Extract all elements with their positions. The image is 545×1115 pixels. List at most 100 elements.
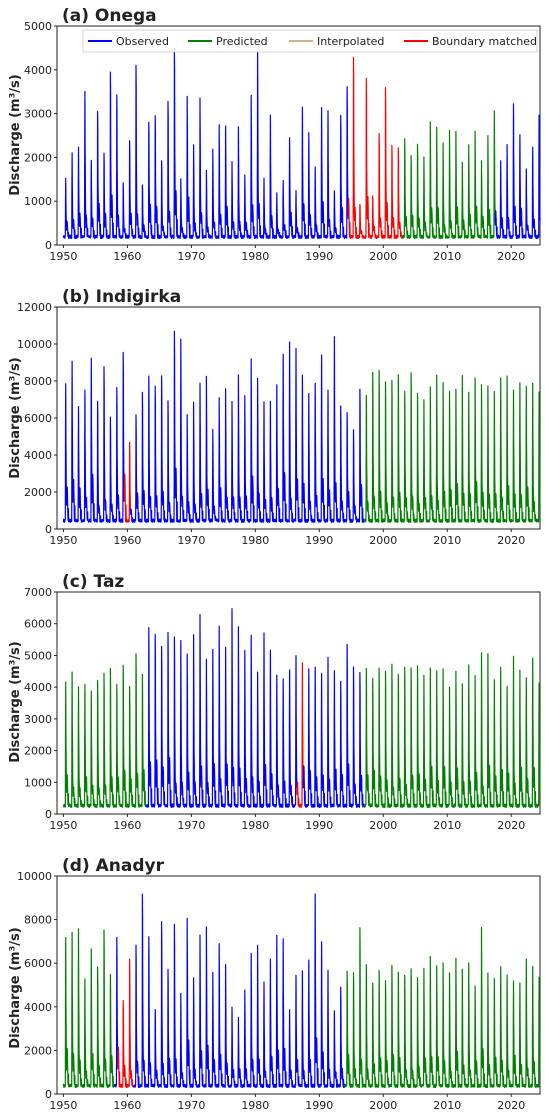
panel-d-series-line bbox=[344, 926, 541, 1089]
legend-boundary-label: Boundary matched bbox=[432, 35, 537, 48]
panel-c-title: (c) Taz bbox=[62, 572, 124, 592]
panel-c-ytick-label: 4000 bbox=[24, 681, 52, 694]
panel-b: (b) Indigirka Discharge (m³/s) 0 2000 4000… bbox=[8, 287, 541, 547]
panel-c-ytick-label: 7000 bbox=[24, 586, 52, 599]
panel-c-series-line bbox=[62, 653, 148, 808]
panel-a-xtick-label: 1950 bbox=[49, 250, 77, 263]
panel-d-ytick-label: 8000 bbox=[24, 914, 52, 927]
panel-a-ytick-label: 4000 bbox=[24, 64, 52, 77]
panel-a-ytick-label: 2000 bbox=[24, 151, 52, 164]
panel-a: (a) Onega Discharge (m³/s) 0 1000 2000 3000… bbox=[8, 6, 541, 263]
panel-c-ytick-label: 0 bbox=[45, 808, 52, 821]
panel-b-xtick-label: 1950 bbox=[49, 534, 77, 547]
panel-d: (d) Anadyr Discharge (m³/s) 0 2000 4000 600… bbox=[8, 856, 541, 1112]
panel-b-ytick-label: 2000 bbox=[24, 486, 52, 499]
panel-c-xtick-label: 1980 bbox=[241, 819, 269, 832]
panel-a-series-line bbox=[494, 103, 541, 239]
panel-d-xtick-label: 1950 bbox=[49, 1099, 77, 1112]
panel-a-series-line bbox=[62, 48, 349, 239]
panel-a-xtick-label: 1980 bbox=[241, 250, 269, 263]
legend: Observed Predicted Interpolated Boundary… bbox=[82, 29, 538, 53]
panel-d-xtick-label: 1990 bbox=[305, 1099, 333, 1112]
panel-b-ytick-label: 8000 bbox=[24, 375, 52, 388]
panel-c-xtick-label: 1990 bbox=[305, 819, 333, 832]
panel-a-xtick-label: 2020 bbox=[497, 250, 525, 263]
panel-d-series-line bbox=[133, 893, 346, 1089]
panel-d-ytick-label: 10000 bbox=[17, 870, 52, 883]
panel-a-ytick-label: 5000 bbox=[24, 20, 52, 33]
panel-c-series-line bbox=[296, 662, 304, 808]
panel-c-series-line bbox=[363, 652, 541, 808]
panel-d-xtick-label: 2000 bbox=[369, 1099, 397, 1112]
panel-d-xtick-label: 2020 bbox=[497, 1099, 525, 1112]
panel-c-xtick-label: 1950 bbox=[49, 819, 77, 832]
panel-c-ytick-label: 3000 bbox=[24, 713, 52, 726]
panel-a-xtick-label: 1970 bbox=[177, 250, 205, 263]
panel-d-ytick-label: 4000 bbox=[24, 1001, 52, 1014]
panel-b-xtick-label: 2010 bbox=[433, 534, 461, 547]
panel-a-plot: 0 1000 2000 3000 4000 5000 1950 1960 1970 1980 199… bbox=[24, 20, 541, 263]
panel-a-title: (a) Onega bbox=[62, 6, 157, 26]
panel-c: (c) Taz Discharge (m³/s) 0 1000 2000 3000 40… bbox=[8, 572, 541, 832]
panel-b-ytick-label: 6000 bbox=[24, 412, 52, 425]
panel-a-xtick-label: 1990 bbox=[305, 250, 333, 263]
panel-b-xtick-label: 2000 bbox=[369, 534, 397, 547]
panel-b-ytick-label: 4000 bbox=[24, 449, 52, 462]
panel-b-xtick-label: 1980 bbox=[241, 534, 269, 547]
panel-b-series-line bbox=[62, 351, 125, 523]
panel-c-plot: 0 1000 2000 3000 4000 5000 6000 7000 1950 1960 197… bbox=[24, 586, 541, 832]
panel-b-series-line bbox=[123, 441, 132, 523]
legend-interpolated-label: Interpolated bbox=[317, 35, 384, 48]
panel-c-frame bbox=[56, 591, 541, 815]
panel-d-ytick-label: 2000 bbox=[24, 1044, 52, 1057]
panel-d-ytick-label: 0 bbox=[45, 1088, 52, 1101]
legend-predicted-label: Predicted bbox=[216, 35, 268, 48]
panel-c-series-line bbox=[146, 607, 298, 808]
panel-b-title: (b) Indigirka bbox=[62, 287, 181, 307]
panel-b-xtick-label: 1990 bbox=[305, 534, 333, 547]
panel-b-ytick-label: 10000 bbox=[17, 338, 52, 351]
panel-a-series-line bbox=[347, 56, 403, 239]
panel-c-xtick-label: 2010 bbox=[433, 819, 461, 832]
panel-d-xtick-label: 1980 bbox=[241, 1099, 269, 1112]
panel-a-ylabel: Discharge (m³/s) bbox=[8, 74, 23, 195]
panel-c-xtick-label: 2000 bbox=[369, 819, 397, 832]
panel-c-ytick-label: 1000 bbox=[24, 776, 52, 789]
panel-a-xtick-label: 1960 bbox=[113, 250, 141, 263]
panel-a-xtick-label: 2000 bbox=[369, 250, 397, 263]
panel-b-xtick-label: 1970 bbox=[177, 534, 205, 547]
panel-b-series-line bbox=[130, 330, 365, 523]
panel-b-plot: 0 2000 4000 6000 8000 10000 12000 1950 1960 1970 1… bbox=[17, 301, 541, 547]
panel-a-ytick-label: 1000 bbox=[24, 195, 52, 208]
panel-a-ytick-label: 3000 bbox=[24, 108, 52, 121]
panel-c-xtick-label: 2020 bbox=[497, 819, 525, 832]
panel-b-xtick-label: 1960 bbox=[113, 534, 141, 547]
panel-d-ylabel: Discharge (m³/s) bbox=[8, 927, 23, 1048]
panel-b-series-line bbox=[363, 369, 541, 523]
panel-a-series-line bbox=[401, 110, 496, 239]
panel-b-ytick-label: 0 bbox=[45, 523, 52, 536]
panel-d-title: (d) Anadyr bbox=[62, 856, 165, 876]
panel-c-ytick-label: 2000 bbox=[24, 745, 52, 758]
panel-d-xtick-label: 1960 bbox=[113, 1099, 141, 1112]
panel-a-frame bbox=[56, 25, 541, 246]
panel-c-ylabel: Discharge (m³/s) bbox=[8, 641, 23, 762]
panel-a-ytick-label: 0 bbox=[45, 239, 52, 252]
panel-d-series-line bbox=[62, 928, 116, 1089]
panel-d-xtick-label: 2010 bbox=[433, 1099, 461, 1112]
panel-c-xtick-label: 1960 bbox=[113, 819, 141, 832]
panel-c-ytick-label: 5000 bbox=[24, 649, 52, 662]
legend-observed-label: Observed bbox=[116, 35, 169, 48]
panel-d-series-line bbox=[117, 958, 135, 1089]
panel-d-plot: 0 2000 4000 6000 8000 10000 1950 1960 1970 1980 19… bbox=[17, 870, 541, 1112]
panel-b-ylabel: Discharge (m³/s) bbox=[8, 357, 23, 478]
panel-c-series-line bbox=[302, 643, 365, 808]
panel-d-series-line bbox=[114, 936, 119, 1088]
panel-c-xtick-label: 1970 bbox=[177, 819, 205, 832]
panel-d-frame bbox=[56, 875, 541, 1095]
panel-a-xtick-label: 2010 bbox=[433, 250, 461, 263]
panel-d-xtick-label: 1970 bbox=[177, 1099, 205, 1112]
panel-b-xtick-label: 2020 bbox=[497, 534, 525, 547]
panel-c-ytick-label: 6000 bbox=[24, 618, 52, 631]
